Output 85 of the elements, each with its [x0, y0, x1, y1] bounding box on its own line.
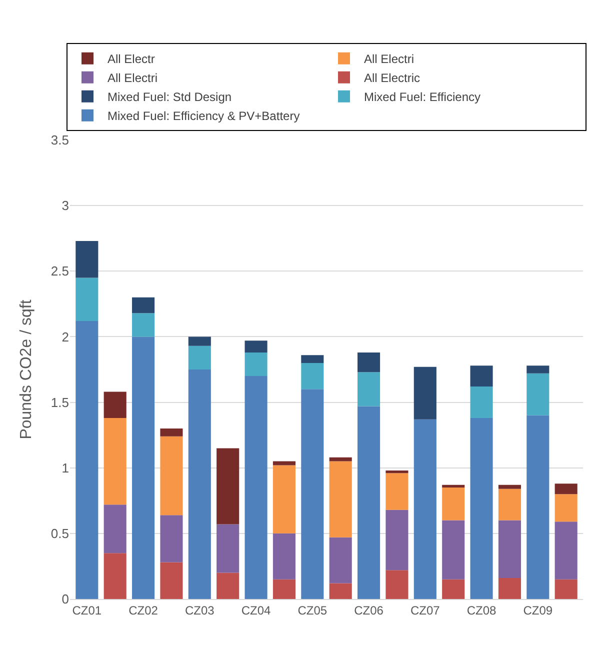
x-tick-label: CZ06 [354, 603, 384, 618]
x-tick-label: CZ02 [128, 603, 158, 618]
bar [329, 537, 352, 584]
legend-label: All Electri [364, 52, 414, 66]
bar [216, 572, 240, 599]
bar [526, 415, 550, 599]
x-tick-label: CZ07 [410, 603, 440, 618]
legend-label: Mixed Fuel: Std Design [108, 90, 232, 104]
bar [76, 240, 98, 278]
bar [329, 461, 352, 538]
bar [442, 579, 465, 599]
legend-label: Mixed Fuel: Efficiency [364, 90, 480, 104]
legend-label: All Electric [364, 71, 420, 85]
y-tick-label: 1 [62, 460, 69, 476]
bar [414, 366, 436, 420]
bar [414, 419, 436, 599]
bar [76, 278, 98, 321]
bar [132, 336, 155, 599]
y-tick-label: 2 [62, 329, 69, 344]
bar [104, 418, 126, 505]
bar [554, 579, 578, 599]
bar [104, 553, 126, 599]
bar [386, 473, 408, 510]
bar [216, 448, 240, 524]
bar [160, 515, 183, 562]
bar [554, 484, 578, 494]
bar [498, 484, 521, 489]
x-tick-label: CZ04 [241, 603, 272, 618]
bar [216, 524, 240, 573]
bar [498, 578, 521, 599]
bar [188, 346, 211, 370]
bar [554, 494, 578, 522]
bar [104, 504, 126, 554]
bar [358, 406, 380, 599]
x-tick-label: CZ09 [523, 603, 553, 618]
bar [442, 520, 465, 580]
y-tick-label: 3.5 [50, 132, 69, 148]
y-tick-label: 0.5 [50, 526, 69, 541]
bar [272, 533, 296, 580]
legend-label: Mixed Fuel: Efficiency & PV+Battery [108, 109, 300, 123]
legend-label: All Electr [108, 52, 155, 66]
bar [301, 362, 324, 390]
legend-label: All Electri [108, 71, 158, 85]
bar [132, 313, 155, 337]
bar [470, 366, 493, 387]
bar [244, 376, 268, 599]
bar [358, 352, 380, 372]
bar [554, 522, 578, 580]
bar [244, 352, 268, 376]
x-tick-label: CZ05 [298, 603, 328, 618]
bar [272, 579, 296, 599]
bar [244, 340, 268, 352]
bar [386, 570, 408, 599]
bar [526, 373, 550, 416]
bar [526, 366, 550, 374]
bar [386, 470, 408, 474]
bar [160, 428, 183, 436]
bar [442, 488, 465, 520]
bar [470, 386, 493, 418]
bar [160, 436, 183, 516]
bar [188, 370, 211, 599]
y-tick-label: 0 [62, 592, 69, 607]
bar [160, 562, 183, 599]
bar [470, 418, 493, 599]
bar [329, 583, 352, 599]
x-tick-label: CZ01 [72, 603, 102, 618]
bar [498, 520, 521, 578]
bar [301, 389, 324, 599]
x-tick-label: CZ08 [466, 603, 497, 618]
y-tick-label: 1.5 [50, 394, 69, 410]
bar [188, 336, 211, 346]
y-tick-label: 3 [62, 198, 69, 214]
bar [104, 392, 126, 418]
bar [76, 320, 98, 599]
bar [358, 372, 380, 406]
bar [498, 488, 521, 520]
bar [386, 510, 408, 570]
x-tick-label: CZ03 [184, 603, 215, 618]
y-axis-title: Pounds CO2e / sqft [18, 299, 35, 440]
y-tick-label: 2.5 [50, 264, 69, 279]
bar [329, 457, 352, 462]
bar [442, 484, 465, 488]
bar [132, 297, 155, 314]
bar [301, 355, 324, 363]
bar [272, 465, 296, 534]
